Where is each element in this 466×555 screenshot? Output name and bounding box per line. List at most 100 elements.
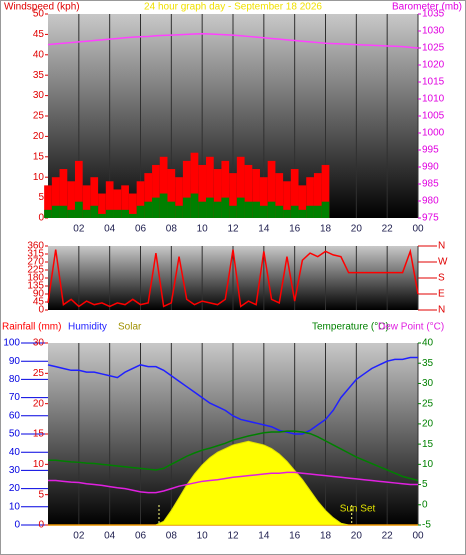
- x-tick-label: 16: [289, 224, 301, 235]
- wind-bar: [252, 169, 260, 218]
- series-line: [48, 430, 419, 482]
- y2-tick-label: N: [438, 305, 445, 316]
- y2-tick-label: 40: [422, 338, 434, 349]
- series-line: [47, 356, 418, 435]
- y-tick-label: 20: [33, 131, 45, 142]
- y3-tick-label: 25: [33, 368, 45, 379]
- x-tick-label: 20: [351, 531, 363, 542]
- y-tick-label: 45: [33, 297, 45, 308]
- series-line: [47, 32, 419, 49]
- wind-bar: [252, 201, 260, 218]
- wind-bar: [113, 209, 122, 218]
- wind-bar: [244, 201, 253, 218]
- y2-tick-label: 1030: [422, 26, 445, 37]
- y2-tick-label: 980: [422, 196, 439, 207]
- y-tick-label: 180: [27, 273, 44, 284]
- wind-bar: [267, 160, 276, 218]
- x-tick-label: 06: [135, 531, 147, 542]
- y2-tick-label: 1025: [422, 43, 445, 54]
- y-tick-label: 40: [33, 49, 45, 60]
- y2-tick-label: 1035: [422, 9, 445, 20]
- wind-bar: [121, 185, 129, 218]
- wind-bar: [206, 197, 214, 218]
- solar-area: [48, 440, 418, 526]
- wind-bar: [105, 181, 114, 218]
- wind-bar: [275, 205, 284, 218]
- y2-tick-label: 5: [422, 479, 428, 490]
- wind-bar: [113, 189, 122, 218]
- x-tick-label: 02: [73, 531, 85, 542]
- series-label: Solar: [118, 322, 142, 333]
- y-tick-label: 0: [38, 213, 44, 224]
- wind-bar: [51, 177, 60, 218]
- wind-bar: [59, 205, 68, 218]
- wind-bar: [175, 205, 183, 218]
- y-tick-label: 45: [33, 29, 45, 40]
- wind-bar: [182, 160, 191, 218]
- y2-tick-label: 0: [422, 499, 428, 510]
- y-tick-label: 35: [33, 70, 45, 81]
- sun-label: Sun Set: [340, 504, 376, 515]
- wind-bar: [190, 193, 199, 218]
- y-tick-label: 315: [27, 249, 44, 260]
- y-tick-label: 0: [14, 520, 20, 531]
- wind-bar: [298, 209, 307, 218]
- x-tick-label: 12: [227, 224, 239, 235]
- wind-bar: [259, 205, 268, 218]
- wind-bar: [236, 197, 245, 218]
- x-tick-label: 02: [73, 224, 85, 235]
- y-tick-label: 100: [3, 338, 20, 349]
- wind-bar: [74, 160, 83, 218]
- y-tick-label: 0: [38, 305, 44, 316]
- y-tick-label: 135: [27, 281, 44, 292]
- y-tick-label: 10: [33, 172, 45, 183]
- wind-bar: [121, 209, 129, 218]
- wind-bar: [159, 193, 168, 218]
- y-tick-label: 25: [33, 111, 45, 122]
- x-tick-label: 18: [320, 531, 332, 542]
- y2-tick-label: 30: [422, 378, 434, 389]
- wind-bar: [128, 213, 137, 218]
- y2-tick-label: 10: [422, 459, 434, 470]
- x-tick-label: 06: [135, 224, 147, 235]
- wind-bar: [59, 169, 68, 218]
- wind-bar: [90, 205, 99, 218]
- x-tick-label: 12: [227, 531, 239, 542]
- wind-bar: [275, 173, 284, 218]
- wind-bar: [128, 193, 137, 218]
- wind-bar: [221, 197, 230, 218]
- wind-bar: [221, 160, 230, 218]
- y2-tick-label: 25: [422, 398, 434, 409]
- x-tick-label: 04: [104, 224, 116, 235]
- y-tick-label: 20: [9, 483, 21, 494]
- wind-bar: [152, 197, 160, 218]
- x-tick-label: 22: [382, 531, 394, 542]
- x-tick-label: 14: [258, 531, 270, 542]
- x-tick-label: 18: [320, 224, 332, 235]
- y-tick-label: 5: [38, 192, 44, 203]
- wind-bar: [283, 209, 291, 218]
- wind-bar: [290, 169, 299, 218]
- chart-title: 24 hour graph day - September 18 2026: [144, 2, 322, 13]
- y3-tick-label: 20: [33, 398, 45, 409]
- wind-bar: [298, 185, 307, 218]
- wind-bar: [213, 201, 222, 218]
- wind-bar: [175, 177, 183, 218]
- y2-axis-title: Barometer (mb): [392, 2, 462, 13]
- wind-bar: [44, 209, 52, 218]
- wind-bar: [136, 181, 145, 218]
- y2-tick-label: W: [438, 257, 448, 268]
- wind-bar: [321, 164, 330, 218]
- wind-bar: [152, 164, 160, 218]
- y2-tick-label: 20: [422, 419, 434, 430]
- wind-bar: [229, 205, 237, 218]
- series-label: Rainfall (mm): [2, 322, 61, 333]
- wind-bar: [167, 169, 176, 218]
- wind-bar: [82, 185, 91, 218]
- wind-bar: [98, 213, 106, 218]
- y2-tick-label: 1005: [422, 111, 445, 122]
- y2-tick-label: 990: [422, 162, 439, 173]
- y-tick-label: 10: [9, 501, 21, 512]
- wind-bar: [259, 177, 268, 218]
